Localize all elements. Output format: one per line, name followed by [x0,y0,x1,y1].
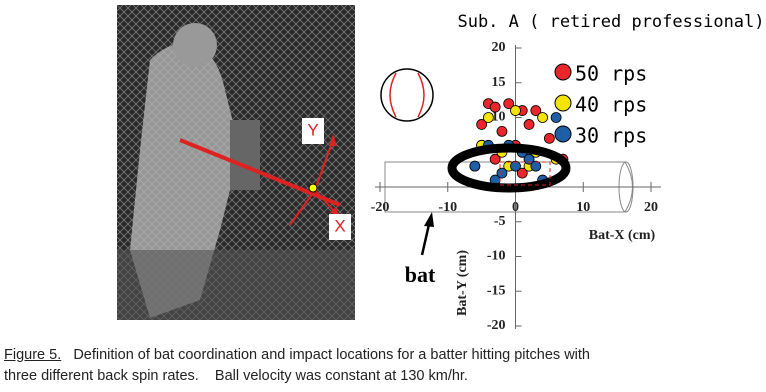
baseball-icon [380,68,434,122]
photo-label: Y [307,120,318,139]
legend-marker [554,94,572,112]
point [496,125,508,137]
point [476,119,488,130]
y-tick-label: -20 [487,318,506,333]
point [496,167,508,179]
legend-label: 30 rps [575,124,647,148]
legend-marker [554,63,572,81]
point [516,167,528,179]
chart-title: Sub. A ( retired professional) [457,12,764,32]
highlight-ellipse [447,143,571,193]
annotation: bat [405,262,436,287]
x-tick-label: 10 [576,200,590,215]
x-tick-label: 0 [512,200,519,215]
figure: Y X Sub. A ( retired professional) -20 -1… [117,5,765,333]
point [530,105,542,116]
photo: Y X [117,5,355,320]
x-tick-label: -20 [371,200,390,215]
point [530,160,542,172]
bat-arrow-head [424,212,434,227]
point [489,101,501,113]
point [537,112,548,123]
point [550,112,562,123]
x-tick-label: -10 [438,200,457,215]
legend-marker [554,125,572,143]
point [510,105,521,116]
point [543,132,555,144]
y-axis-label: Bat-Y (cm) [455,250,470,316]
legend-label: 40 rps [575,93,647,117]
y-tick-label: -15 [487,283,506,298]
impact-box [499,161,551,186]
x-axis-label: Bat-X (cm) [589,228,656,243]
caption: Figure 5. Definition of bat coordination… [4,347,590,363]
point [510,160,521,172]
point [469,160,481,172]
point [503,98,515,109]
caption-line: Definition of bat coordination and impac… [73,347,590,363]
point [482,112,494,123]
x-tick-label: 20 [644,200,658,215]
caption-line: three different back spin rates. Ball ve… [4,368,468,384]
point [489,153,501,165]
y-tick-label: 20 [492,40,506,55]
y-tick-label: -10 [487,249,506,264]
y-tick-label: 10 [492,110,506,125]
y-tick-label: -5 [494,214,506,229]
figure-label: Figure 5. [4,347,62,363]
point [523,119,535,130]
y-tick-label: 15 [492,75,506,90]
legend-label: 50 rps [575,62,647,86]
photo-label: X [334,216,345,235]
